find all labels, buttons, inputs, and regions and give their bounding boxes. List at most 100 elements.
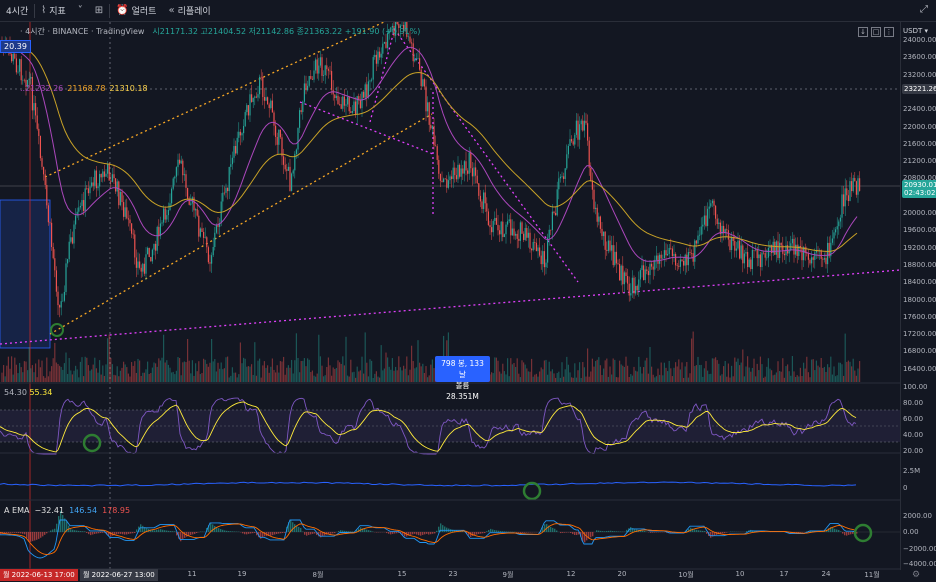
candle-body bbox=[462, 168, 464, 174]
macd-histogram-bar bbox=[294, 524, 296, 532]
fullscreen-icon[interactable]: ⤢ bbox=[920, 4, 928, 15]
macd-histogram-bar bbox=[392, 532, 394, 534]
chart-legend-header: · 4시간 · BINANCE · TradingView 시21171.32 … bbox=[20, 26, 420, 37]
replay-button[interactable]: « 리플레이 bbox=[162, 0, 216, 22]
price-chart-canvas[interactable] bbox=[0, 22, 936, 570]
macd-histogram-bar bbox=[394, 532, 396, 534]
volume-bar bbox=[519, 377, 521, 382]
date-range-zone bbox=[0, 199, 51, 349]
macd-histogram-bar bbox=[368, 530, 370, 532]
volume-bar bbox=[796, 375, 798, 382]
candle-body bbox=[198, 215, 200, 237]
volume-bar bbox=[300, 360, 302, 382]
candle-body bbox=[419, 58, 421, 70]
volume-bar bbox=[305, 366, 307, 382]
price-scale[interactable] bbox=[900, 22, 936, 570]
macd-histogram-bar bbox=[796, 532, 798, 533]
volume-bar bbox=[363, 373, 365, 382]
macd-histogram-bar bbox=[160, 529, 162, 532]
macd-histogram-bar bbox=[610, 530, 612, 532]
currency-selector[interactable]: USDT ▾ bbox=[903, 27, 928, 35]
volume-bar bbox=[835, 376, 837, 382]
candle-body bbox=[470, 152, 472, 169]
volume-bar bbox=[223, 368, 225, 382]
time-tick-label: 11 bbox=[187, 570, 197, 578]
macd-histogram-bar bbox=[494, 530, 496, 532]
volume-bar bbox=[623, 366, 625, 382]
candle-body bbox=[623, 272, 625, 285]
candle-body bbox=[703, 215, 705, 225]
volume-bar bbox=[683, 377, 685, 382]
candle-body bbox=[132, 233, 134, 235]
volume-bar bbox=[359, 370, 361, 382]
dropdown-chevron-button[interactable]: ˅ bbox=[72, 0, 89, 22]
macd-histogram-bar bbox=[472, 532, 474, 536]
volume-bar bbox=[548, 361, 550, 382]
macd-histogram-bar bbox=[94, 532, 96, 534]
axis-tick-label: 18800.00 bbox=[903, 260, 936, 269]
maximize-icon[interactable]: □ bbox=[871, 27, 881, 37]
macd-histogram-bar bbox=[418, 532, 420, 536]
volume-bar bbox=[175, 370, 177, 382]
candle-body bbox=[523, 233, 525, 240]
volume-bar bbox=[399, 367, 401, 382]
candle-body bbox=[406, 22, 408, 37]
volume-bar bbox=[124, 364, 126, 382]
symbol-label[interactable]: · 4시간 · BINANCE · TradingView bbox=[20, 27, 145, 36]
candle-body bbox=[686, 254, 688, 266]
volume-bar bbox=[279, 361, 281, 382]
volume-bar bbox=[255, 375, 257, 382]
volume-bar bbox=[307, 358, 309, 382]
candle-body bbox=[196, 209, 198, 216]
axis-tick-label: 2.5M bbox=[903, 467, 921, 475]
macd-histogram-bar bbox=[58, 516, 60, 532]
move-down-icon[interactable]: ↓ bbox=[858, 27, 868, 37]
pane-settings-icon[interactable]: ⋮ bbox=[884, 27, 894, 37]
candle-body bbox=[611, 245, 613, 251]
volume-bar bbox=[241, 363, 243, 382]
candle-body bbox=[647, 270, 649, 276]
macd-histogram-bar bbox=[356, 529, 358, 532]
volume-bar bbox=[847, 360, 849, 382]
volume-bar bbox=[809, 377, 811, 382]
volume-bar bbox=[415, 367, 417, 382]
candle-body bbox=[838, 221, 840, 227]
macd-histogram-bar bbox=[462, 531, 464, 532]
candle-body bbox=[519, 222, 521, 241]
candle-body bbox=[182, 160, 184, 176]
macd-histogram-bar bbox=[114, 532, 116, 535]
layout-button[interactable]: ⊞ bbox=[89, 0, 109, 22]
candle-body bbox=[735, 248, 737, 251]
macd-histogram-bar bbox=[212, 524, 214, 532]
macd-histogram-bar bbox=[468, 532, 470, 536]
macd-histogram-bar bbox=[182, 532, 184, 540]
candle-body bbox=[135, 257, 137, 268]
macd-histogram-bar bbox=[616, 531, 618, 532]
candle-body bbox=[559, 176, 561, 179]
volume-bar bbox=[132, 365, 134, 382]
macd-histogram-bar bbox=[162, 529, 164, 532]
alarm-clock-icon: ⏰ bbox=[116, 5, 129, 16]
candle-body bbox=[63, 291, 65, 301]
candle-body bbox=[119, 191, 121, 206]
macd-histogram-bar bbox=[498, 530, 500, 532]
axis-tick-label: 100.00 bbox=[903, 383, 928, 391]
macd-histogram-bar bbox=[438, 526, 440, 532]
volume-bar bbox=[588, 376, 590, 382]
candle-body bbox=[657, 255, 659, 264]
candle-body bbox=[350, 111, 352, 113]
indicators-button[interactable]: ⌇ 지표 bbox=[35, 0, 71, 22]
settings-gear-icon[interactable]: ⚙ bbox=[912, 570, 921, 580]
macd-histogram-bar bbox=[788, 532, 790, 534]
candle-body bbox=[57, 291, 59, 306]
alert-button[interactable]: ⏰ 얼러트 bbox=[110, 0, 162, 22]
macd-histogram-bar bbox=[290, 519, 292, 532]
candle-body bbox=[161, 222, 163, 224]
candle-body bbox=[255, 96, 257, 98]
volume-bar bbox=[771, 370, 773, 382]
interval-button[interactable]: 4시간 bbox=[0, 0, 34, 22]
candle-body bbox=[417, 58, 419, 59]
candle-body bbox=[563, 176, 565, 179]
macd-histogram-bar bbox=[430, 532, 432, 535]
candle-body bbox=[556, 189, 558, 216]
